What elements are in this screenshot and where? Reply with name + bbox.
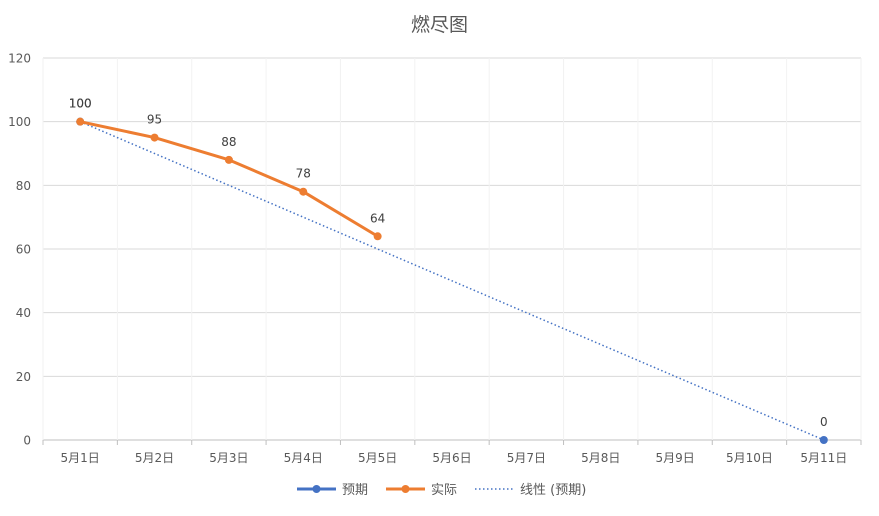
y-tick-label: 120 — [8, 52, 31, 66]
axis-layer: 0 20 40 60 80 100 120 5月1日 5月2日 5月3日 5月4日 5月5日 5月6日 5… — [8, 52, 862, 465]
y-tick-label: 60 — [16, 243, 31, 257]
y-tick-label: 100 — [8, 115, 31, 129]
legend-label: 实际 — [431, 483, 457, 498]
x-tick-label: 5月7日 — [507, 451, 546, 465]
data-point-series-1 — [224, 155, 233, 164]
series-layer — [76, 117, 828, 444]
y-tick-label: 0 — [23, 434, 31, 448]
chart-title: 燃尽图 — [411, 14, 468, 36]
x-tick-label: 5月6日 — [432, 451, 471, 465]
legend-item-expected: 预期 — [297, 483, 368, 498]
x-tick-label: 5月11日 — [800, 451, 847, 465]
trendline-linear-expected — [79, 120, 825, 441]
legend-item-actual: 实际 — [386, 483, 457, 498]
legend: 预期 实际 线性 (预期) — [297, 483, 586, 498]
legend-label: 预期 — [342, 483, 368, 498]
data-label: 100 — [69, 97, 92, 111]
data-point-series-1 — [299, 187, 308, 196]
y-tick-label: 20 — [16, 370, 31, 384]
x-tick-label: 5月8日 — [581, 451, 620, 465]
x-tick-label: 5月4日 — [284, 451, 323, 465]
data-point-series-1 — [76, 117, 85, 126]
x-tick-label: 5月9日 — [655, 451, 694, 465]
x-tick-label: 5月5日 — [358, 451, 397, 465]
data-label: 0 — [820, 415, 828, 429]
legend-label: 线性 (预期) — [520, 483, 586, 498]
data-point-series-1 — [373, 232, 382, 241]
data-label: 78 — [296, 167, 311, 181]
data-point-series-1 — [150, 133, 159, 142]
data-label: 88 — [221, 135, 236, 149]
data-label: 100 — [69, 97, 92, 111]
data-label: 95 — [147, 113, 162, 127]
x-tick-label: 5月1日 — [61, 451, 100, 465]
x-tick-label: 5月10日 — [726, 451, 773, 465]
data-point-series-0 — [819, 436, 828, 444]
y-tick-label: 80 — [16, 179, 31, 193]
y-tick-label: 40 — [16, 306, 31, 320]
grid-layer — [42, 57, 862, 441]
legend-item-trendline: 线性 (预期) — [475, 483, 586, 498]
legend-swatch-marker — [401, 485, 410, 493]
x-tick-label: 5月2日 — [135, 451, 174, 465]
data-label: 64 — [370, 211, 385, 225]
x-tick-label: 5月3日 — [209, 451, 248, 465]
legend-swatch-marker — [312, 485, 321, 493]
